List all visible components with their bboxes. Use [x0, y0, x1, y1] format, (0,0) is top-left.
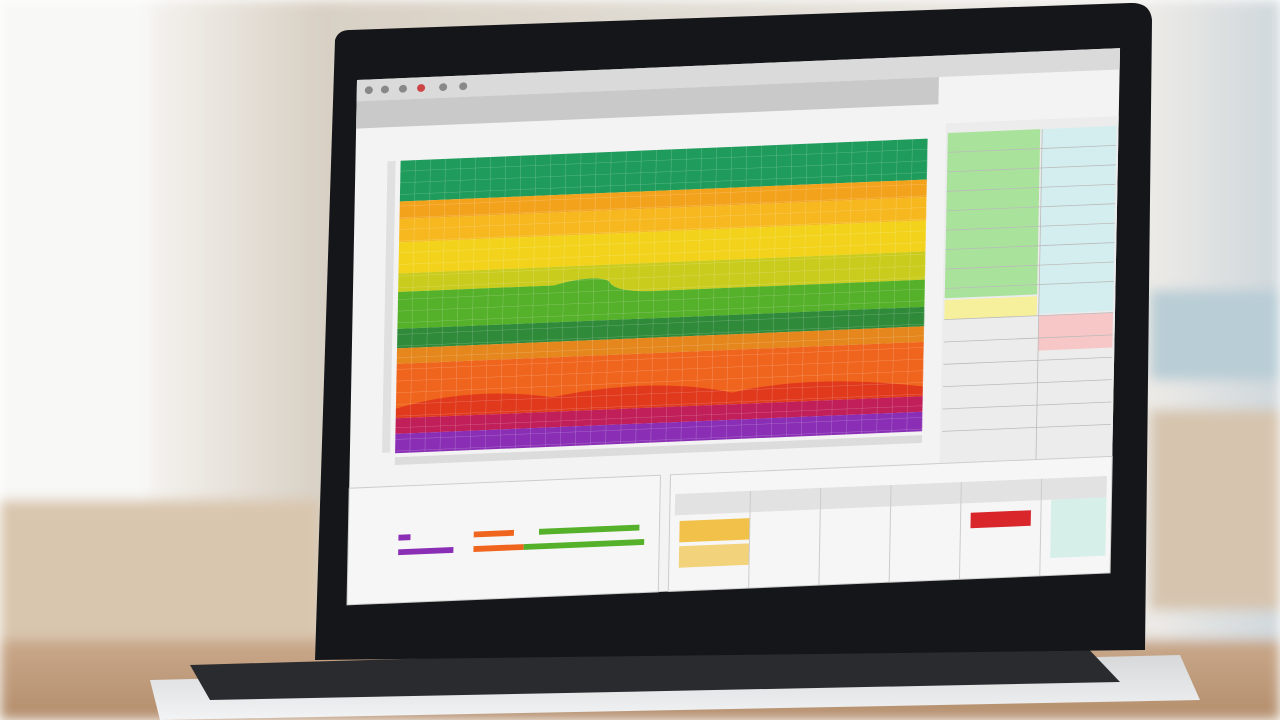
keyboard — [190, 640, 1120, 700]
bottom-panel-left — [346, 474, 661, 606]
x-axis — [394, 435, 923, 465]
heatmap — [395, 138, 928, 454]
window-titlebar — [356, 48, 1121, 102]
toolbar — [356, 77, 939, 129]
laptop — [150, 2, 1200, 720]
screen — [346, 48, 1121, 606]
bottom-panel-right — [667, 455, 1113, 592]
y-axis — [382, 160, 396, 453]
side-panel — [939, 116, 1119, 493]
window-buttons — [364, 82, 468, 95]
